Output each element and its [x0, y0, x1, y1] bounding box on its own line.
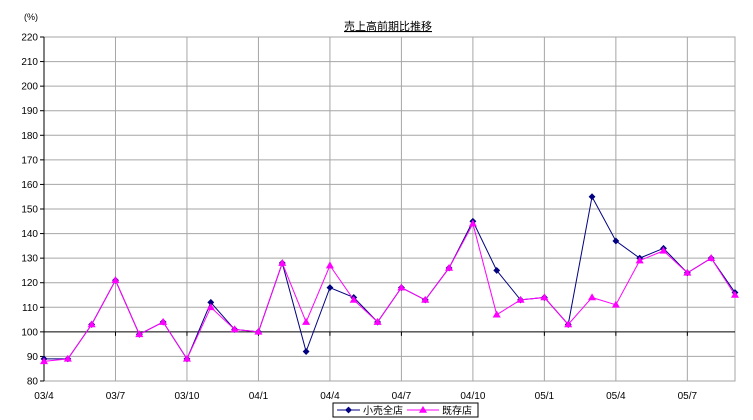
series-2-point	[182, 354, 191, 362]
series-2-point	[278, 258, 287, 266]
series-2-point	[540, 293, 549, 301]
y-tick-label: 190	[21, 106, 38, 117]
gridlines	[44, 36, 735, 382]
y-tick-label: 200	[21, 82, 38, 93]
legend-label-series-2: 既存店	[442, 404, 472, 417]
y-tick-label: 80	[27, 377, 39, 388]
series-2-point	[421, 295, 430, 303]
chart-title: 売上高前期比推移	[344, 19, 432, 33]
series-2-point	[87, 320, 96, 328]
series-2-point	[397, 283, 406, 291]
series-2-point	[159, 317, 168, 325]
series-2	[39, 219, 740, 365]
series-2-point	[302, 317, 311, 325]
series-2-point	[373, 317, 382, 325]
series-2-point	[564, 320, 573, 328]
x-tick-labels: 03/4 03/7 03/10 04/1 04/4 04/7 04/10 05/1 05/4 05…	[34, 391, 697, 402]
x-tick-label: 05/1	[535, 391, 555, 402]
triangle-marker-icon	[418, 405, 428, 413]
legend-item-series-2: 既存店	[407, 404, 472, 417]
y-tick-label: 180	[21, 131, 38, 142]
y-tick-label: 120	[21, 278, 38, 289]
series-2-point	[588, 293, 597, 301]
series-2-line	[43, 222, 736, 362]
y-tick-label: 140	[21, 229, 38, 240]
series-2-point	[254, 327, 263, 335]
axes	[40, 36, 735, 382]
series-2-point	[111, 276, 120, 284]
y-tick-label: 170	[21, 155, 38, 166]
series-2-point	[492, 310, 501, 318]
series-2-point	[516, 295, 525, 303]
series-2-point	[635, 256, 644, 264]
x-tick-label: 05/4	[606, 391, 626, 402]
series-2-point	[63, 354, 72, 362]
x-tick-label: 03/7	[106, 391, 126, 402]
series-2-point	[730, 290, 740, 298]
diamond-marker-icon	[345, 406, 352, 414]
series-2-point	[468, 219, 477, 227]
y-tick-label: 210	[21, 57, 38, 68]
series-2-point	[349, 295, 358, 303]
series-1-point	[326, 284, 334, 292]
y-tick-label: 130	[21, 254, 38, 265]
x-tick-label: 05/7	[678, 391, 698, 402]
series-2-point	[683, 268, 692, 276]
x-tick-label: 04/4	[320, 391, 340, 402]
series-2-point	[39, 357, 49, 365]
series-2-point	[230, 325, 239, 333]
series-1-point	[302, 348, 310, 355]
series-marks	[39, 193, 740, 365]
y-tick-label: 160	[21, 180, 38, 191]
series-2-point	[135, 330, 144, 338]
x-tick-label: 03/10	[174, 391, 199, 402]
y-tick-label: 100	[21, 327, 38, 338]
series-2-point	[325, 261, 334, 269]
legend: 小売全店 既存店	[332, 402, 479, 418]
legend-label-series-1: 小売全店	[363, 404, 403, 417]
x-tick-label: 04/1	[249, 391, 269, 402]
y-tick-label: 110	[22, 303, 38, 314]
y-tick-label: 150	[21, 205, 38, 216]
series-1-point	[493, 267, 501, 274]
legend-box	[332, 402, 479, 418]
series-2-point	[707, 254, 716, 261]
y-tick-labels: 80 90 100 110 120 130 140 150 160 170 180 190 200 210…	[21, 33, 38, 388]
series-1-point	[612, 237, 620, 245]
x-tick-label: 04/10	[460, 391, 485, 402]
x-tick-label: 03/4	[34, 391, 54, 402]
y-axis-unit-label: (%)	[24, 12, 38, 22]
series-2-point	[206, 303, 215, 311]
legend-item-series-1: 小売全店	[337, 404, 403, 417]
series-1-point	[588, 193, 596, 201]
x-tick-label: 04/7	[392, 391, 412, 402]
y-tick-label: 90	[27, 352, 39, 363]
series-2-point	[659, 246, 668, 254]
y-tick-label: 220	[21, 33, 38, 44]
series-2-point	[445, 263, 454, 271]
series-2-point	[611, 300, 620, 308]
